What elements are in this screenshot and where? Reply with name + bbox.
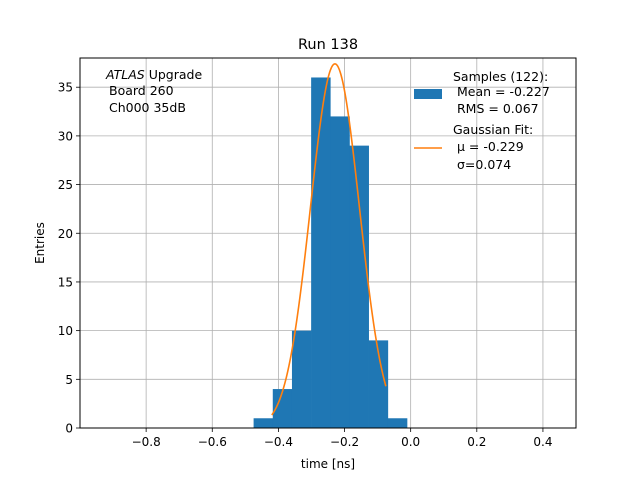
annotation-line-2: Board 260 — [109, 83, 174, 98]
histogram-bar — [387, 418, 408, 428]
y-tick-label: 5 — [65, 373, 73, 387]
legend-mean: Mean = -0.227 — [457, 84, 550, 99]
annotation-line-3: Ch000 35dB — [109, 100, 186, 115]
histogram-bar — [349, 145, 369, 428]
legend: Samples (122): Mean = -0.227 RMS = 0.067… — [414, 69, 550, 172]
legend-histogram-swatch — [414, 89, 442, 99]
atlas-annotation: ATLAS Upgrade Board 260 Ch000 35dB — [105, 67, 202, 115]
histogram-bars — [253, 77, 408, 428]
x-tick-label: 0.2 — [467, 435, 486, 449]
legend-sigma: σ=0.074 — [457, 157, 511, 172]
y-tick-label: 35 — [58, 81, 73, 95]
y-tick-label: 0 — [65, 422, 73, 436]
histogram-bar — [272, 389, 293, 428]
histogram-bar — [311, 77, 331, 428]
x-tick-label: −0.4 — [264, 435, 293, 449]
gaussian-fit — [271, 63, 387, 416]
x-tick-label: 0.4 — [533, 435, 552, 449]
legend-histogram-label: Samples (122): — [453, 69, 548, 84]
y-tick-label: 30 — [58, 129, 73, 143]
y-tick-label: 15 — [58, 275, 73, 289]
x-tick-label: −0.8 — [132, 435, 161, 449]
y-tick-label: 25 — [58, 178, 73, 192]
plot-frame — [79, 57, 577, 429]
legend-fit-label: Gaussian Fit: — [453, 122, 533, 137]
y-tick-label: 10 — [58, 324, 73, 338]
legend-rms: RMS = 0.067 — [457, 101, 539, 116]
histogram-bar — [253, 418, 274, 428]
x-axis: −0.8 −0.6 −0.4 −0.2 0.0 0.2 0.4 — [132, 428, 552, 449]
annotation-line-1: ATLAS Upgrade — [105, 67, 202, 82]
y-axis: 0 5 10 15 20 25 30 35 — [58, 81, 80, 436]
chart-title: Run 138 — [298, 37, 358, 53]
x-axis-label: time [ns] — [301, 457, 355, 471]
annotation-experiment: ATLAS — [105, 67, 145, 82]
y-tick-label: 20 — [58, 227, 73, 241]
histogram-bar — [330, 116, 350, 428]
legend-mu: μ = -0.229 — [457, 139, 524, 154]
x-tick-label: −0.2 — [330, 435, 359, 449]
annotation-experiment-suffix: Upgrade — [145, 67, 203, 82]
x-tick-label: −0.6 — [198, 435, 227, 449]
histogram-bar — [291, 330, 312, 428]
y-axis-label: Entries — [33, 222, 47, 264]
gaussian-fit-curve — [271, 63, 387, 416]
histogram-bar — [368, 340, 389, 428]
x-tick-label: 0.0 — [401, 435, 420, 449]
